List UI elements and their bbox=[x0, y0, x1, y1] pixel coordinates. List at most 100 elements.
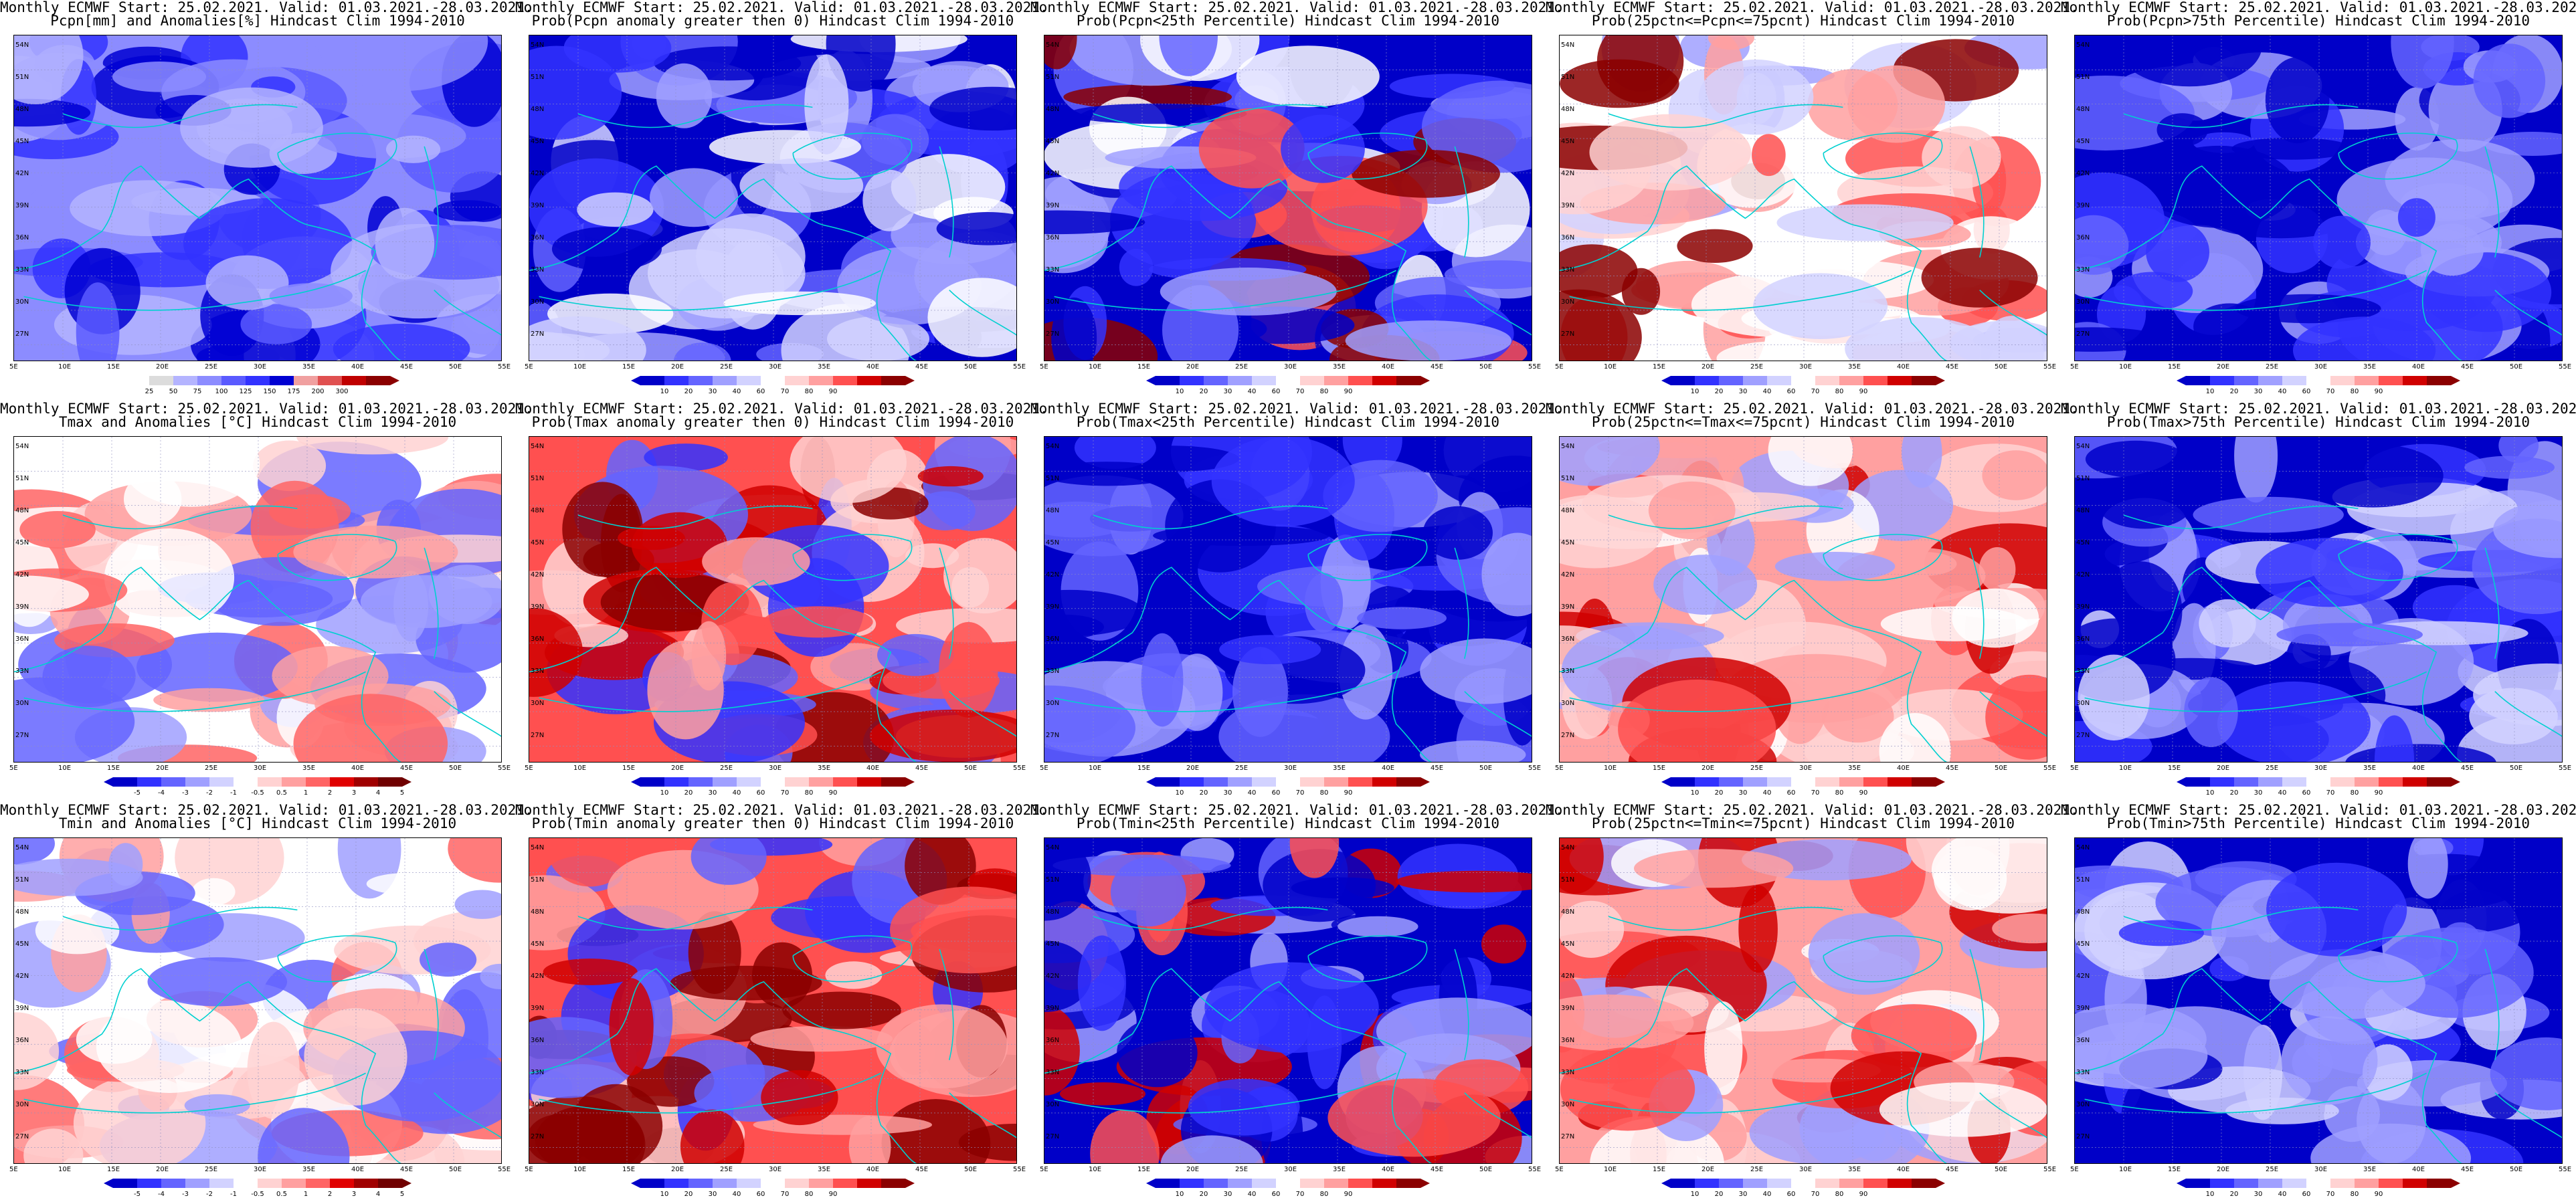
field-patch bbox=[1902, 437, 1942, 488]
lat-label: 48N bbox=[1561, 507, 1575, 514]
colorbar-swatch bbox=[330, 777, 354, 787]
field-patch bbox=[2193, 496, 2344, 533]
field-patch bbox=[2078, 654, 2150, 740]
field-patch bbox=[1716, 340, 1848, 361]
map-area bbox=[2074, 35, 2563, 361]
coastline bbox=[14, 969, 405, 1164]
coastlines bbox=[2075, 105, 2563, 361]
field-patch bbox=[14, 98, 91, 127]
lon-label: 5E bbox=[1040, 1166, 1048, 1173]
field-patch bbox=[1327, 1078, 1501, 1157]
field-patch bbox=[1704, 1001, 1743, 1096]
colorbar-swatch bbox=[2379, 1179, 2403, 1188]
colorbar-tick-label: -5 bbox=[134, 789, 141, 797]
lat-label: 27N bbox=[1561, 330, 1575, 338]
field-patch bbox=[790, 437, 907, 503]
lat-label: 36N bbox=[15, 635, 29, 643]
field-patch bbox=[2266, 862, 2407, 957]
lat-label: 42N bbox=[2076, 973, 2090, 980]
field-patch bbox=[2281, 1016, 2378, 1105]
colorbar-low-arrow bbox=[104, 777, 113, 787]
lon-label: 5E bbox=[2070, 1166, 2079, 1173]
field-patch bbox=[2302, 443, 2444, 508]
coastline bbox=[434, 1093, 502, 1138]
lon-label: 35E bbox=[2363, 363, 2377, 371]
field-patch bbox=[702, 537, 810, 586]
colorbar-swatch bbox=[2234, 1179, 2258, 1188]
colorbar-swatch bbox=[737, 1179, 761, 1188]
lon-label: 45E bbox=[1946, 363, 1959, 371]
panel-title-line2: Prob(Tmax>75th Percentile) Hindcast Clim… bbox=[2106, 414, 2531, 430]
lon-label: 35E bbox=[1333, 1166, 1346, 1173]
coastline bbox=[278, 534, 396, 581]
field-patch bbox=[2116, 35, 2262, 87]
lat-label: 54N bbox=[531, 41, 545, 49]
colorbar-tick-label: 90 bbox=[2374, 1191, 2383, 1198]
colorbar-swatch bbox=[113, 777, 137, 787]
coastline bbox=[24, 1073, 366, 1112]
coastline bbox=[24, 672, 366, 711]
colorbar-swatch bbox=[1912, 777, 1936, 787]
colorbar-low-arrow bbox=[2177, 376, 2186, 385]
colorbar-swatch bbox=[833, 1179, 857, 1188]
coastline bbox=[1608, 506, 1843, 529]
lon-label: 40E bbox=[1897, 765, 1910, 772]
lat-label: 51N bbox=[15, 876, 29, 884]
field-patch bbox=[1621, 268, 1661, 315]
colorbar-swatch bbox=[2258, 777, 2282, 787]
lat-label: 42N bbox=[531, 571, 545, 579]
field-patch bbox=[529, 332, 610, 361]
colorbar-swatch bbox=[1863, 1179, 1888, 1188]
colorbar-swatch bbox=[2282, 1179, 2306, 1188]
coastline bbox=[63, 105, 297, 128]
lon-label: 45E bbox=[2461, 363, 2474, 371]
colorbar-swatch bbox=[785, 376, 809, 385]
coastline bbox=[578, 105, 812, 128]
lon-label: 25E bbox=[205, 363, 218, 371]
lon-label: 10E bbox=[58, 1166, 72, 1173]
colorbar-swatch bbox=[881, 1179, 905, 1188]
colorbar-swatch bbox=[785, 1179, 809, 1188]
colorbar-swatch bbox=[1767, 777, 1791, 787]
colorbar-tick-label: 80 bbox=[1319, 1191, 1329, 1198]
coastline bbox=[949, 290, 1017, 336]
field-patch bbox=[1560, 437, 1660, 486]
lon-label: 5E bbox=[9, 765, 18, 772]
lon-label: 55E bbox=[2559, 1166, 2572, 1173]
colorbar-tick-label: 30 bbox=[1223, 789, 1232, 797]
lat-label: 39N bbox=[2076, 202, 2090, 209]
colorbar-tick-label: 4 bbox=[375, 789, 381, 797]
field-patch bbox=[333, 324, 470, 361]
colorbar-swatch bbox=[1276, 777, 1300, 787]
map-area bbox=[13, 837, 502, 1164]
lat-label: 54N bbox=[15, 844, 29, 851]
field-patch bbox=[761, 1070, 838, 1126]
field-patch bbox=[1211, 437, 1355, 527]
field-patch bbox=[1481, 924, 1527, 964]
field-patch bbox=[2075, 327, 2166, 352]
colorbar-swatch bbox=[1396, 376, 1420, 385]
colorbar-swatch bbox=[713, 376, 737, 385]
coastline bbox=[1560, 567, 1950, 763]
map-area bbox=[1044, 35, 1532, 361]
lon-label: 55E bbox=[2043, 363, 2057, 371]
field-patch bbox=[1921, 247, 2038, 308]
colorbar-tick-label: 70 bbox=[1811, 789, 1820, 797]
colorbar-swatch bbox=[2427, 376, 2451, 385]
lon-label: 5E bbox=[525, 1166, 533, 1173]
colorbar-tick-label: 90 bbox=[2374, 388, 2383, 395]
panel-title-line1: Monthly ECMWF Start: 25.02.2021. Valid: … bbox=[2061, 0, 2576, 15]
coastline bbox=[1455, 146, 1469, 258]
colorbar-tick-label: 30 bbox=[1223, 1191, 1232, 1198]
field-patch bbox=[750, 1025, 893, 1052]
lon-label: 30E bbox=[769, 765, 782, 772]
field-patch bbox=[1206, 864, 1245, 900]
colorbar-tick-label: 1 bbox=[303, 1191, 308, 1198]
lat-label: 39N bbox=[1046, 202, 1060, 209]
colorbar bbox=[631, 1179, 915, 1188]
colorbar-tick-label: 10 bbox=[660, 789, 669, 797]
colorbar-tick-label: 70 bbox=[1811, 388, 1820, 395]
coastline bbox=[1465, 290, 1532, 336]
coastlines bbox=[1044, 105, 1532, 361]
colorbar-swatch bbox=[2210, 376, 2234, 385]
